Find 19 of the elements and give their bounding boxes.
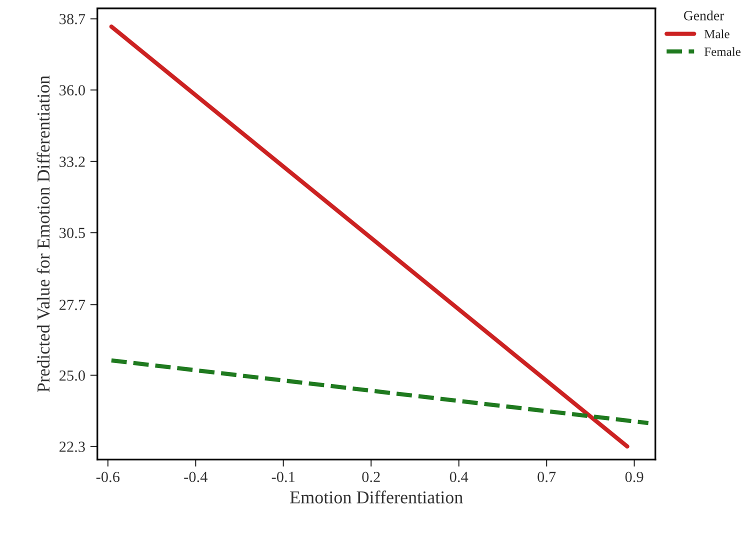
x-tick-label: 0.2 [362, 472, 380, 482]
x-tick-label: 0.9 [625, 472, 644, 482]
x-tick-label: -0.6 [96, 472, 120, 482]
x-tick-label: -0.1 [272, 472, 295, 482]
y-tick-label: 30.5 [60, 228, 85, 238]
legend-title: Gender [684, 10, 724, 20]
x-axis-title: Emotion Differentiation [290, 490, 463, 504]
x-tick-label: -0.4 [184, 472, 208, 482]
x-tick-label: 0.4 [450, 472, 468, 482]
y-tick-label: 33.2 [60, 156, 85, 167]
legend-label: Male [704, 30, 730, 38]
y-tick-label: 22.3 [60, 442, 85, 452]
y-tick-label: 27.7 [60, 300, 86, 310]
x-tick-label: 0.7 [538, 472, 556, 482]
legend-label: Female [704, 47, 740, 56]
y-tick-label: 36.0 [60, 85, 85, 96]
y-axis-title: Predicted Value for Emotion Differentiation [36, 76, 50, 392]
y-tick-label: 25.0 [60, 370, 85, 381]
y-tick-label: 38.7 [60, 14, 86, 24]
